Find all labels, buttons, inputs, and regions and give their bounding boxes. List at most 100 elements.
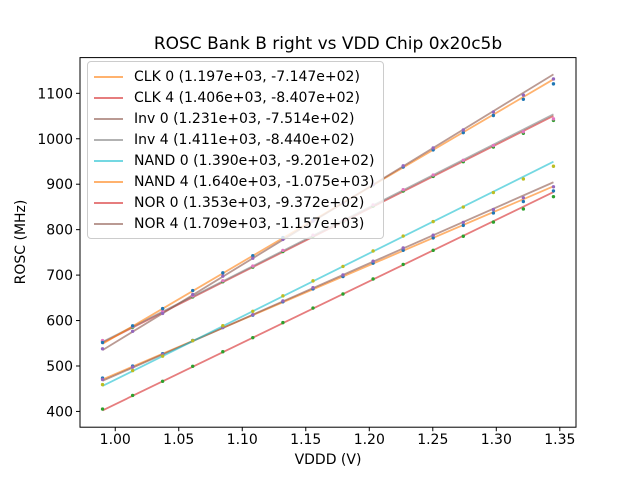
- legend-line-swatch: [94, 138, 123, 141]
- data-point: [251, 264, 255, 268]
- data-point: [191, 338, 195, 343]
- data-point: [281, 294, 285, 298]
- chart-title: ROSC Bank B right vs VDD Chip 0x20c5b: [153, 34, 503, 54]
- data-point: [431, 236, 435, 240]
- data-point: [341, 273, 345, 277]
- legend-item: NOR 4 (1.709e+03, -1.157e+03): [94, 213, 374, 234]
- data-point: [130, 393, 135, 398]
- data-point: [341, 264, 345, 269]
- points-nand-0: [100, 164, 556, 387]
- y-tick-label: 1100: [37, 86, 73, 102]
- data-point: [521, 177, 526, 181]
- data-point: [491, 190, 496, 195]
- data-point: [311, 279, 315, 283]
- data-point: [251, 309, 255, 313]
- legend-item: Inv 4 (1.411e+03, -8.440e+02): [94, 129, 374, 150]
- data-point: [221, 279, 225, 283]
- data-point: [551, 189, 556, 193]
- legend-label: CLK 0 (1.197e+03, -7.147e+02): [134, 68, 360, 85]
- legend-item: NAND 4 (1.640e+03, -1.075e+03): [94, 171, 374, 192]
- y-tick-label: 700: [46, 268, 73, 284]
- x-tick-label: 1.15: [290, 432, 321, 448]
- x-axis-label: VDDD (V): [294, 452, 362, 468]
- x-tick-label: 1.20: [354, 432, 385, 448]
- legend-label: Inv 0 (1.231e+03, -7.514e+02): [134, 110, 355, 127]
- data-point: [551, 194, 556, 199]
- legend-item: NAND 0 (1.390e+03, -9.201e+02): [94, 150, 374, 171]
- data-point: [521, 93, 526, 97]
- legend-line-swatch: [94, 159, 123, 162]
- data-point: [221, 324, 225, 328]
- y-tick-label: 900: [46, 177, 73, 193]
- legend-label: Inv 4 (1.411e+03, -8.440e+02): [134, 131, 355, 148]
- data-point: [130, 329, 135, 333]
- data-point: [281, 299, 285, 303]
- data-point: [551, 77, 556, 81]
- data-point: [221, 350, 225, 354]
- x-tick-label: 1.05: [163, 432, 194, 448]
- data-point: [100, 382, 105, 387]
- x-tick-label: 1.30: [481, 432, 512, 448]
- data-point: [281, 248, 285, 253]
- data-point: [491, 207, 496, 212]
- data-point: [251, 335, 255, 340]
- data-point: [401, 234, 405, 238]
- x-tick-label: 1.00: [100, 432, 131, 448]
- data-point: [251, 256, 255, 260]
- data-point: [221, 274, 225, 278]
- x-tick-label: 1.35: [544, 432, 575, 448]
- data-point: [191, 292, 195, 297]
- y-tick-label: 400: [46, 404, 73, 420]
- data-point: [130, 365, 135, 369]
- data-point: [551, 164, 556, 168]
- data-point: [401, 164, 405, 168]
- data-point: [521, 130, 526, 134]
- y-tick-label: 500: [46, 359, 73, 375]
- data-point: [461, 128, 465, 132]
- legend: CLK 0 (1.197e+03, -7.147e+02) CLK 4 (1.40…: [87, 61, 385, 239]
- data-point: [191, 364, 195, 369]
- data-point: [311, 306, 315, 310]
- data-point: [281, 320, 285, 325]
- data-point: [521, 207, 526, 211]
- data-point: [491, 110, 496, 114]
- data-point: [431, 146, 435, 150]
- data-point: [100, 347, 105, 351]
- data-point: [371, 249, 375, 253]
- data-point: [551, 82, 556, 86]
- legend-label: CLK 4 (1.406e+03, -8.407e+02): [134, 89, 360, 106]
- data-point: [160, 311, 165, 316]
- data-point: [521, 199, 526, 204]
- legend-line-swatch: [94, 96, 123, 99]
- legend-item: CLK 0 (1.197e+03, -7.147e+02): [94, 66, 374, 87]
- x-tick-label: 1.10: [227, 432, 258, 448]
- y-tick-label: 800: [46, 223, 73, 239]
- y-tick-label: 1000: [37, 132, 73, 148]
- legend-label: NOR 4 (1.709e+03, -1.157e+03): [134, 215, 365, 232]
- data-point: [461, 220, 465, 225]
- data-point: [191, 288, 195, 293]
- data-point: [401, 246, 405, 250]
- legend-item: NOR 0 (1.353e+03, -9.372e+02): [94, 192, 374, 213]
- data-point: [491, 220, 496, 224]
- data-point: [401, 188, 405, 192]
- data-point: [431, 173, 435, 177]
- data-point: [431, 219, 435, 224]
- data-point: [160, 379, 165, 384]
- legend-item: CLK 4 (1.406e+03, -8.407e+02): [94, 87, 374, 108]
- data-point: [461, 223, 465, 228]
- data-point: [551, 185, 556, 189]
- data-point: [341, 292, 345, 296]
- x-tick-label: 1.25: [417, 432, 448, 448]
- data-point: [371, 259, 375, 263]
- legend-line-swatch: [94, 117, 123, 120]
- data-point: [221, 271, 225, 275]
- legend-label: NOR 0 (1.353e+03, -9.372e+02): [134, 194, 365, 211]
- data-point: [100, 377, 105, 382]
- data-point: [521, 196, 526, 200]
- data-point: [461, 205, 465, 209]
- legend-line-swatch: [94, 75, 123, 78]
- legend-item: Inv 0 (1.231e+03, -7.514e+02): [94, 108, 374, 129]
- legend-label: NAND 4 (1.640e+03, -1.075e+03): [134, 173, 375, 190]
- legend-line-swatch: [94, 180, 123, 183]
